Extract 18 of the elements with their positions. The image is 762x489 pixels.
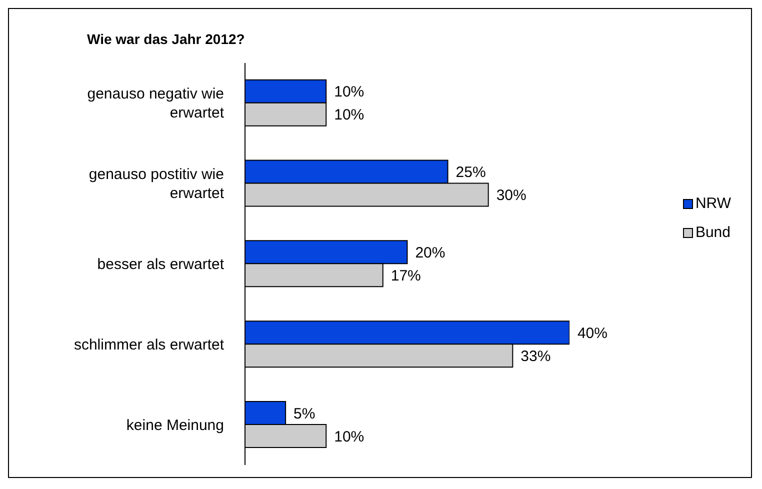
y-tick-label: genauso negativ wie erwartet	[87, 85, 225, 122]
data-label: 10%	[334, 84, 364, 101]
data-label: 25%	[456, 164, 486, 182]
chart-title: Wie war das Jahr 2012?	[87, 31, 245, 47]
data-label: 40%	[577, 324, 608, 342]
y-tick-label: besser als erwartet	[97, 256, 225, 272]
data-label: 10%	[334, 106, 364, 124]
data-label: 5%	[294, 405, 316, 422]
data-label: 17%	[390, 268, 421, 285]
y-tick-label: schlimmer als erwartet	[74, 336, 225, 353]
data-label: 33%	[520, 348, 551, 365]
legend-label: NRW	[695, 195, 731, 212]
data-label: 30%	[496, 187, 526, 204]
y-tick-label: keine Meinung	[126, 416, 224, 434]
data-label: 20%	[415, 244, 446, 262]
y-tick-label: genauso postitiv wie erwartet	[88, 166, 225, 202]
data-label: 10%	[334, 428, 364, 446]
legend-label: Bund	[695, 224, 730, 241]
